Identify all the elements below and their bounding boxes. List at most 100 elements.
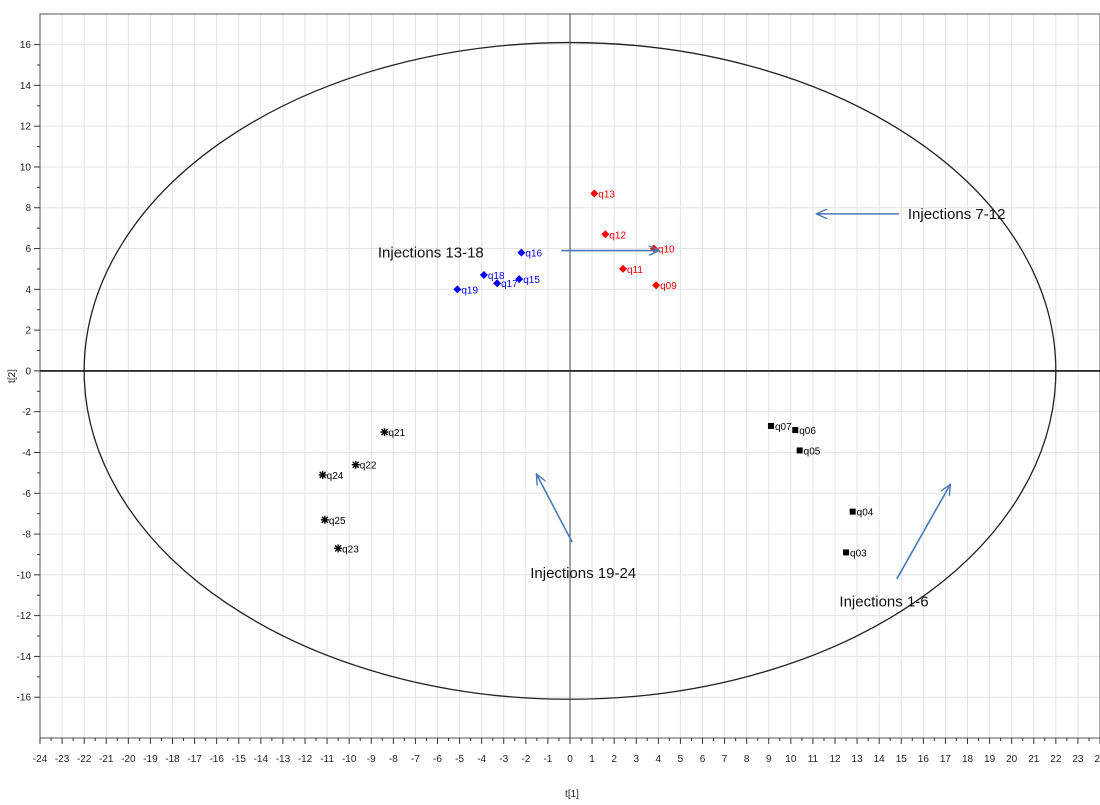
- x-tick-label: 3: [633, 754, 639, 765]
- y-tick-label: 10: [20, 162, 32, 173]
- point-q16: q16: [517, 249, 543, 260]
- annotation-arrow: [896, 485, 950, 580]
- x-tick-label: -11: [320, 754, 334, 765]
- annotations: Injections 7-12 Injections 13-18 Injection…: [378, 206, 1006, 610]
- diamond-marker: [590, 189, 599, 198]
- y-axis-title: t[2]: [7, 369, 18, 383]
- point-q24: q24: [318, 470, 344, 482]
- y-tick-label: 4: [25, 285, 31, 296]
- point-q25: q25: [320, 515, 346, 527]
- square-marker: [796, 447, 803, 454]
- point-q13: q13: [590, 189, 615, 200]
- point-q22: q22: [351, 460, 377, 472]
- x-tick-label: -4: [477, 754, 486, 765]
- diamond-marker: [493, 279, 502, 288]
- x-tick-label: -21: [99, 754, 114, 765]
- star-marker: [318, 470, 327, 479]
- star-marker: [380, 428, 389, 437]
- point-label: q07: [775, 422, 792, 433]
- x-tick-label: 12: [829, 754, 841, 765]
- x-tick-label: 16: [918, 754, 930, 765]
- point-q09: q09: [652, 281, 677, 292]
- square-marker: [843, 549, 850, 556]
- point-label: q04: [857, 508, 874, 519]
- point-label: q17: [501, 279, 518, 290]
- annotation-label: Injections 1-6: [839, 593, 928, 610]
- x-tick-label: 24: [1094, 754, 1100, 765]
- point-label: q06: [799, 426, 816, 437]
- x-tick-label: 17: [940, 754, 952, 765]
- x-tick-label: 6: [700, 754, 706, 765]
- x-tick-label: -2: [521, 754, 530, 765]
- point-q17: q17: [493, 279, 518, 290]
- x-tick-label: -8: [389, 754, 398, 765]
- point-q19: q19: [453, 285, 478, 296]
- x-tick-label: -24: [33, 754, 48, 765]
- x-tick-label: 8: [744, 754, 750, 765]
- diamond-marker: [601, 230, 610, 239]
- x-tick-label: -17: [187, 754, 202, 765]
- point-label: q12: [609, 230, 626, 241]
- annotation-3: Injections 1-6: [839, 485, 949, 610]
- annotation-label: Injections 13-18: [378, 245, 484, 262]
- point-q21: q21: [380, 428, 406, 439]
- x-tick-label: -14: [254, 754, 269, 765]
- y-tick-label: 16: [20, 40, 32, 51]
- point-label: q21: [389, 428, 406, 439]
- point-q18: q18: [479, 271, 505, 282]
- x-tick-label: 15: [896, 754, 908, 765]
- point-q23: q23: [334, 544, 359, 555]
- annotation-1: Injections 13-18: [378, 245, 658, 262]
- annotation-0: Injections 7-12: [817, 206, 1005, 223]
- point-label: q16: [525, 249, 542, 260]
- point-q05: q05: [796, 446, 821, 457]
- x-tick-label: 5: [678, 754, 684, 765]
- annotation-label: Injections 19-24: [530, 565, 636, 582]
- x-tick-label: 13: [852, 754, 864, 765]
- series-3: q21 q22 q23 q24 q25: [318, 428, 406, 555]
- y-tick-label: 8: [25, 203, 31, 214]
- diamond-marker: [619, 264, 627, 273]
- y-tick-label: 0: [25, 366, 31, 377]
- point-q15: q15: [515, 275, 540, 286]
- x-tick-label: 14: [874, 754, 886, 765]
- point-label: q03: [850, 548, 867, 559]
- point-label: q05: [804, 446, 821, 457]
- x-tick-label: -20: [121, 754, 136, 765]
- x-tick-label: 21: [1028, 754, 1040, 765]
- x-tick-label: -9: [367, 754, 376, 765]
- x-tick-label: -19: [143, 754, 158, 765]
- point-label: q25: [329, 516, 346, 527]
- point-q12: q12: [601, 230, 626, 241]
- square-marker: [792, 427, 799, 434]
- square-marker: [849, 508, 856, 515]
- annotation-2: Injections 19-24: [530, 475, 636, 582]
- x-tick-label: -1: [543, 754, 552, 765]
- y-tick-label: 6: [25, 244, 31, 255]
- axes: -24 -23 -22 -21 -20 -19 -18 -17 -16 -15 -14 -13 -12-…: [17, 14, 1100, 765]
- x-tick-label: 7: [722, 754, 728, 765]
- diamond-marker: [479, 271, 488, 280]
- square-marker: [767, 422, 774, 429]
- point-label: q10: [658, 245, 675, 256]
- star-marker: [351, 460, 360, 469]
- x-tick-label: -13: [276, 754, 291, 765]
- diamond-marker: [515, 275, 524, 284]
- y-tick-label: -2: [22, 407, 31, 418]
- y-tick-label: -4: [22, 448, 31, 459]
- y-tick-label: 2: [25, 326, 31, 337]
- series-0: q03 q04 q05 q06 q07: [767, 422, 874, 559]
- point-label: q15: [523, 275, 540, 286]
- point-q11: q11: [619, 264, 643, 276]
- y-tick-label: -12: [17, 611, 32, 622]
- star-marker: [334, 544, 343, 553]
- x-tick-label: -5: [455, 754, 464, 765]
- x-tick-label: 18: [962, 754, 974, 765]
- diamond-marker: [652, 281, 661, 290]
- data-points: q03q04q05q06q07q09q10q11q12q13q15q16q17q…: [318, 189, 874, 559]
- annotation-arrow: [537, 475, 573, 543]
- point-label: q24: [327, 471, 344, 482]
- point-q03: q03: [843, 548, 867, 559]
- point-label: q19: [461, 285, 478, 296]
